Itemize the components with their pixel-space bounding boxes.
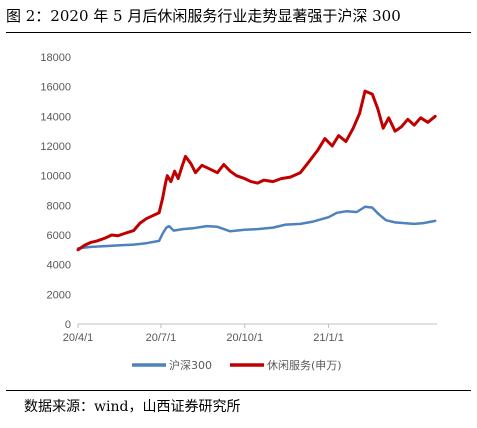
top-rule: [6, 32, 471, 33]
y-tick-label: 6000: [47, 230, 71, 242]
y-tick-label: 4000: [47, 260, 71, 272]
y-tick-label: 8000: [47, 200, 71, 212]
line-chart: 0 2000 4000 6000 8000 10000 12000 14000 16000 180…: [40, 52, 437, 372]
y-axis-tick-labels: 0 2000 4000 6000 8000 10000 12000 14000 16000 180…: [40, 52, 71, 331]
data-source-note: 数据来源：wind，山西证券研究所: [24, 399, 241, 415]
legend-label: 沪深300: [169, 358, 212, 372]
series-line-hs300: [76, 205, 437, 250]
x-axis: 20/4/1 20/7/1 20/10/1 21/1/1: [63, 323, 437, 344]
y-tick-label: 10000: [40, 171, 71, 183]
x-tick-label: 21/1/1: [313, 332, 344, 344]
chart-legend: 沪深300 休闲服务(申万): [132, 358, 342, 372]
series-line-leisure-services: [76, 89, 437, 252]
y-tick-label: 14000: [40, 111, 71, 123]
y-tick-label: 0: [65, 319, 71, 331]
figure-title: 图 2：2020 年 5 月后休闲服务行业走势显著强于沪深 300: [6, 7, 401, 25]
x-tick-label: 20/7/1: [146, 332, 177, 344]
y-tick-label: 16000: [40, 82, 71, 94]
x-tick-label: 20/10/1: [226, 332, 263, 344]
series-lines: [76, 89, 437, 252]
y-tick-label: 2000: [47, 289, 71, 301]
x-tick-label: 20/4/1: [63, 332, 94, 344]
legend-label: 休闲服务(申万): [267, 358, 342, 372]
y-tick-label: 18000: [40, 52, 71, 64]
y-tick-label: 12000: [40, 141, 71, 153]
bottom-rule: [6, 390, 471, 391]
